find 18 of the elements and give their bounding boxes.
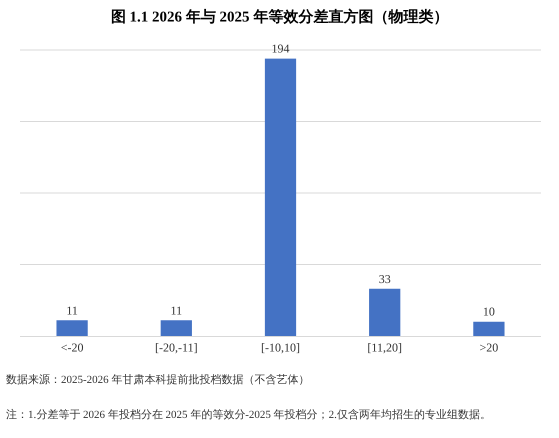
data-label: 11 [66, 303, 78, 318]
bar [264, 58, 296, 336]
chart-title: 图 1.1 2026 年与 2025 年等效分差直方图（物理类） [110, 7, 448, 26]
data-label: 33 [378, 272, 391, 286]
data-label: 11 [170, 303, 182, 318]
bar [473, 322, 505, 336]
bar [369, 288, 400, 336]
data-label: 194 [272, 42, 290, 56]
source-note: 数据来源：2025-2026 年甘肃本科提前批投档数据（不含艺体） [6, 373, 310, 386]
x-tick-label: [-20,-11] [155, 340, 198, 354]
data-label: 10 [482, 304, 495, 319]
bar [160, 320, 192, 336]
x-tick-label: [11,20] [367, 340, 402, 354]
x-tick-label: >20 [480, 340, 498, 354]
x-tick-label: <-20 [60, 340, 84, 354]
bar [56, 320, 88, 336]
x-tick-label: [-10,10] [261, 340, 300, 354]
text: 注：1.分差等于 2026 年投档分在 2025 年的等效分-2025 年投档分；2.仅含两年均招生的专业组数据。 [6, 408, 491, 421]
